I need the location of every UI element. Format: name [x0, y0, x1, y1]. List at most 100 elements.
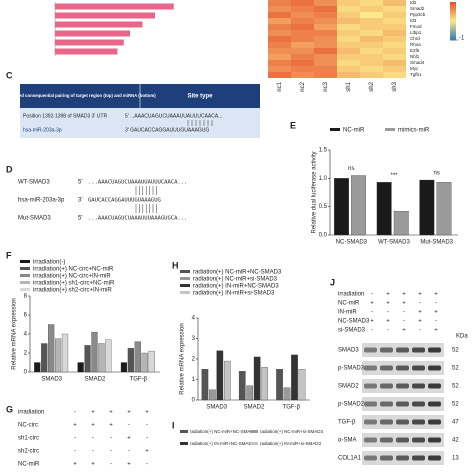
heatmap-cell: [268, 42, 291, 48]
blot-band: [412, 437, 425, 443]
heatmap-cell: [383, 66, 406, 72]
heatmap-cell: [268, 72, 291, 78]
bar: [148, 350, 155, 373]
condition-sign: -: [74, 449, 76, 455]
condition-sign: -: [146, 436, 148, 442]
row-label: Fmod: [410, 24, 422, 29]
blot-band: [396, 455, 409, 461]
colorbar-step: [450, 11, 456, 14]
condition-sign: +: [370, 301, 374, 307]
unit-label: KDa: [456, 334, 468, 340]
bar: [41, 343, 48, 373]
condition-sign: +: [402, 301, 406, 307]
condition-sign: +: [386, 301, 390, 307]
legend-swatch: [20, 281, 30, 284]
bar: [55, 12, 155, 19]
x-tick-label: TGF-β: [283, 405, 301, 411]
y-tick-label: 0: [192, 398, 196, 404]
colorbar-step: [450, 17, 456, 20]
condition-sign: -: [403, 310, 405, 316]
legend-swatch: [180, 277, 190, 280]
molecular-weight: 47: [452, 420, 459, 426]
heatmap-cell: [291, 66, 314, 72]
y-tick-label: 6: [24, 313, 28, 319]
colorbar-step: [450, 15, 456, 18]
condition-sign: -: [387, 310, 389, 316]
row-label: Id3: [410, 18, 417, 23]
bar: [223, 360, 231, 401]
heatmap-cell: [337, 36, 360, 42]
table-cell: 5' ...AAACUAGUCUAAAUUAUUUCAACA...: [125, 113, 222, 119]
condition-sign: -: [74, 436, 76, 442]
heatmap-cell: [291, 36, 314, 42]
y-axis-label: Relative dual luciferase activity: [312, 151, 318, 233]
heatmap-cell: [383, 6, 406, 12]
bar: [436, 182, 452, 236]
blot-band: [412, 401, 425, 407]
colorbar-step: [450, 9, 456, 12]
bar: [298, 369, 306, 401]
panel-label: E: [290, 120, 296, 130]
x-tick-label: SMAD2: [85, 377, 106, 383]
blot-band: [428, 365, 441, 371]
condition-name: NC-miR: [338, 301, 360, 307]
bar: [393, 211, 409, 236]
blot-band: [396, 365, 409, 371]
heatmap-cell: [337, 6, 360, 12]
condition-sign: +: [386, 292, 390, 298]
row-label: E2f5: [410, 48, 420, 53]
heatmap-cell: [360, 30, 383, 36]
y-tick-label: 8: [24, 294, 28, 300]
blot-band: [396, 383, 409, 389]
sequence: ...AAACUAGUCUAAAUUAUUUCAACA...: [88, 180, 187, 186]
protein-name: α-SMA: [338, 438, 356, 444]
heatmap-cell: [314, 66, 337, 72]
heatmap-cell: [337, 48, 360, 54]
heatmap-cell: [291, 60, 314, 66]
condition-sign: -: [371, 328, 373, 334]
x-tick-label: TGF-β: [130, 377, 148, 383]
colorbar-step: [450, 34, 456, 37]
x-tick-label: NC-SMAD3: [336, 240, 368, 246]
heatmap-cell: [268, 48, 291, 54]
condition-sign: +: [109, 410, 113, 416]
condition-sign: -: [435, 319, 437, 325]
condition-sign: +: [109, 423, 113, 429]
bar: [246, 385, 254, 401]
x-tick-label: WT-SMAD3: [378, 240, 410, 246]
heatmap-cell: [291, 0, 314, 6]
row-label: Rhoa: [410, 42, 421, 47]
heatmap-cell: [268, 66, 291, 72]
heatmap-cell: [383, 24, 406, 30]
condition-sign: -: [92, 436, 94, 442]
heatmap-cell: [314, 24, 337, 30]
row-label: Ltbp1: [410, 30, 422, 35]
blot-band: [380, 437, 393, 443]
legend-swatch: [180, 284, 190, 287]
colorbar-step: [450, 13, 456, 16]
legend-swatch: [20, 274, 30, 277]
condition-name: sh1-circ: [18, 436, 39, 442]
sequence-strand: 5': [78, 216, 82, 222]
blot-band: [364, 347, 377, 353]
colorbar-step: [450, 21, 456, 24]
condition-sign: -: [146, 462, 148, 468]
sequence-name: WT-SMAD3: [18, 180, 50, 186]
heatmap-cell: [314, 72, 337, 78]
heatmap-cell: [360, 0, 383, 6]
bar: [201, 369, 209, 401]
sequence: GAUCACCAGGAUUUGUAAAGUG: [88, 198, 161, 204]
colorbar-step: [450, 24, 456, 28]
heatmap-cell: [360, 66, 383, 72]
condition-sign: -: [74, 410, 76, 416]
bar: [77, 362, 84, 373]
blot-band: [364, 437, 377, 443]
legend-label: radiation(+) NC-miR+NC-SMAD3: [193, 270, 282, 276]
condition-sign: -: [128, 423, 130, 429]
heatmap-cell: [268, 36, 291, 42]
significance: ***: [390, 173, 398, 179]
panel-label: G: [6, 404, 13, 414]
blot-band: [364, 383, 377, 389]
heatmap-cell: [383, 0, 406, 6]
condition-sign: -: [419, 328, 421, 334]
